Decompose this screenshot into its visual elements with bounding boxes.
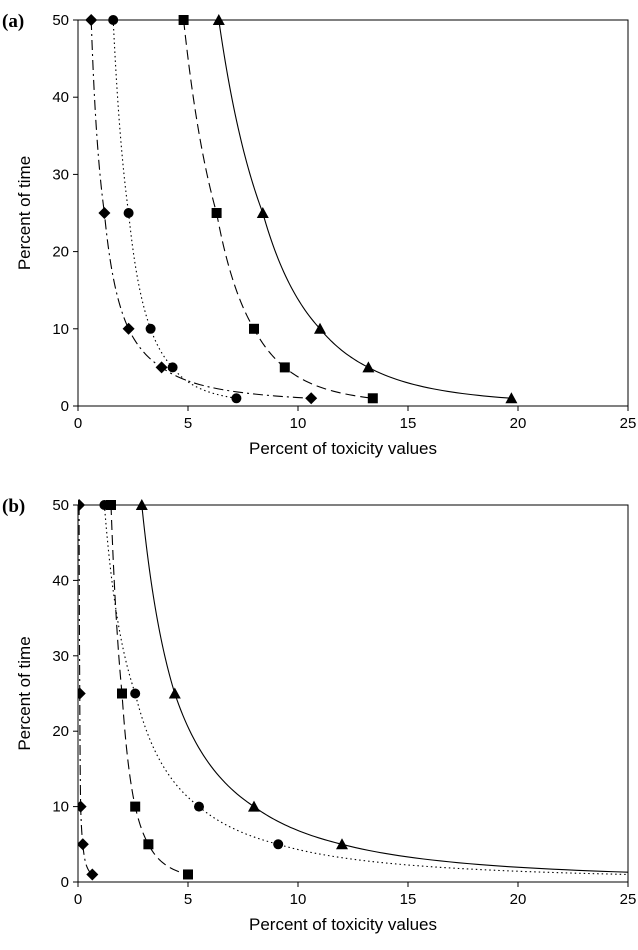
triangle-marker: [505, 392, 518, 404]
diamond-marker: [78, 800, 87, 813]
square-marker: [106, 500, 116, 510]
x-tick-label: 5: [184, 891, 192, 908]
diamond-marker: [85, 14, 98, 26]
diamond-marker: [98, 207, 111, 219]
y-tick-label: 50: [52, 12, 69, 29]
diamond-marker: [86, 868, 99, 881]
y-tick-label: 0: [61, 874, 69, 891]
diamond-marker: [155, 361, 168, 374]
y-tick-label: 40: [52, 572, 69, 589]
series-line: [103, 504, 629, 876]
y-tick-label: 30: [52, 648, 69, 665]
circle-marker: [130, 688, 141, 699]
diamond-marker: [78, 838, 89, 851]
diamond-marker: [305, 392, 318, 405]
series-triangle: [135, 499, 629, 873]
series-triangle: [212, 14, 518, 404]
circle-marker: [231, 393, 242, 404]
circle-marker: [194, 801, 204, 812]
square-marker: [367, 393, 378, 404]
x-tick-label: 20: [510, 415, 527, 432]
y-tick-label: 20: [52, 723, 69, 740]
square-marker: [143, 839, 154, 850]
panel-label: (b): [2, 496, 25, 517]
chart-panel-a: 0 5 10 15 20 25 0 10 20 30 40 50 Percent of toxicity…: [2, 11, 636, 458]
y-axis-label: Percent of time: [15, 156, 34, 270]
series-circle: [108, 15, 242, 404]
square-marker: [130, 801, 141, 812]
y-tick-label: 10: [52, 799, 69, 816]
diamond-marker: [78, 499, 86, 511]
triangle-marker: [135, 499, 148, 510]
x-tick-label: 20: [510, 891, 527, 908]
square-marker: [279, 362, 290, 373]
y-axis-label: Percent of time: [15, 636, 34, 750]
diamond-marker: [78, 687, 86, 700]
x-tick-label: 0: [74, 891, 82, 908]
x-axis-label: Percent of toxicity values: [249, 915, 437, 934]
plot-frame: [77, 504, 629, 883]
circle-marker: [273, 839, 284, 850]
x-tick-label: 25: [620, 415, 637, 432]
triangle-marker: [336, 838, 348, 850]
y-tick-label: 20: [52, 244, 69, 261]
triangle-marker: [248, 800, 260, 812]
circle-marker: [123, 208, 134, 218]
y-tick-label: 40: [52, 89, 69, 106]
x-tick-label: 25: [620, 891, 637, 908]
x-tick-label: 15: [400, 415, 417, 432]
circle-marker: [145, 323, 156, 334]
y-tick-label: 0: [61, 398, 69, 415]
x-tick-label: 0: [74, 415, 82, 432]
series-line: [90, 19, 312, 399]
series-circle: [99, 500, 629, 876]
y-tick-label: 10: [52, 321, 69, 338]
triangle-marker: [168, 687, 181, 699]
circle-marker: [108, 15, 119, 25]
triangle-marker: [212, 14, 225, 25]
triangle-marker: [314, 322, 326, 334]
square-marker: [178, 15, 189, 25]
square-marker: [211, 208, 222, 218]
square-marker: [249, 323, 259, 334]
series-diamond: [78, 499, 99, 881]
diamond-marker: [122, 322, 135, 335]
x-axis-label: Percent of toxicity values: [249, 439, 437, 458]
triangle-marker: [256, 207, 269, 218]
y-tick-label: 50: [52, 497, 69, 514]
series-diamond: [85, 14, 318, 405]
circle-marker: [167, 362, 178, 373]
x-tick-label: 5: [184, 415, 192, 432]
x-tick-label: 15: [400, 891, 417, 908]
triangle-marker: [362, 361, 375, 373]
square-marker: [183, 869, 193, 880]
series-square: [106, 500, 193, 880]
panel-label: (a): [2, 11, 24, 32]
square-marker: [117, 688, 127, 699]
series-square: [178, 15, 378, 404]
plot-frame: [77, 19, 629, 407]
y-tick-label: 30: [52, 166, 69, 183]
chart-panel-b: 0 5 10 15 20 25 0 10 20 30 40 50 Percent of toxicity…: [2, 496, 636, 934]
x-tick-label: 10: [290, 891, 307, 908]
x-tick-label: 10: [290, 415, 307, 432]
series-line: [141, 504, 629, 873]
